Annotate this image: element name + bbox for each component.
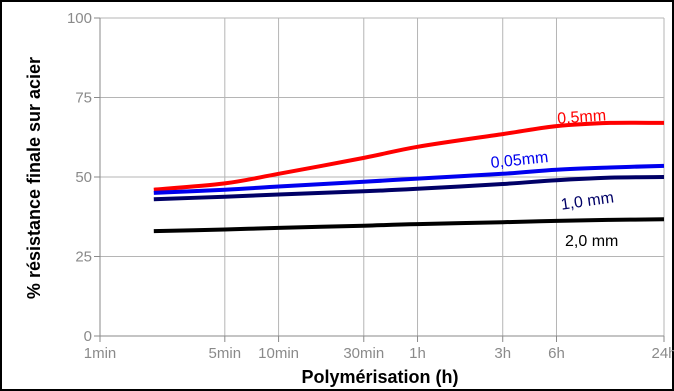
axes bbox=[94, 17, 665, 342]
y-axis-title: % résistance finale sur acier bbox=[24, 57, 44, 299]
series-line bbox=[153, 217, 665, 234]
x-tick-label: 30min bbox=[343, 345, 384, 362]
series-label: 2,0 mm bbox=[565, 233, 618, 250]
y-tick-label: 50 bbox=[75, 169, 92, 186]
tick-labels: 0 25 50 75 100 1min 5min 10min 30min 1h 3h 6h 24h bbox=[67, 10, 674, 362]
y-tick-label: 75 bbox=[75, 90, 92, 107]
x-tick-label: 10min bbox=[258, 345, 299, 362]
x-tick-label: 3h bbox=[494, 345, 511, 362]
series-label: 0,05mm bbox=[490, 149, 549, 172]
series-label: 0,5mm bbox=[557, 107, 607, 127]
x-tick-label: 1h bbox=[409, 345, 426, 362]
x-axis-title: Polymérisation (h) bbox=[301, 367, 458, 387]
x-tick-label: 24h bbox=[651, 345, 674, 362]
series-lines bbox=[153, 120, 665, 234]
series-line bbox=[153, 120, 665, 192]
x-tick-label: 1min bbox=[84, 345, 117, 362]
x-tick-label: 5min bbox=[209, 345, 242, 362]
y-tick-label: 25 bbox=[75, 249, 92, 266]
series-line bbox=[153, 175, 665, 202]
series-line bbox=[153, 163, 665, 195]
y-tick-label: 100 bbox=[67, 10, 92, 27]
x-tick-label: 6h bbox=[548, 345, 565, 362]
y-tick-label: 0 bbox=[84, 328, 92, 345]
